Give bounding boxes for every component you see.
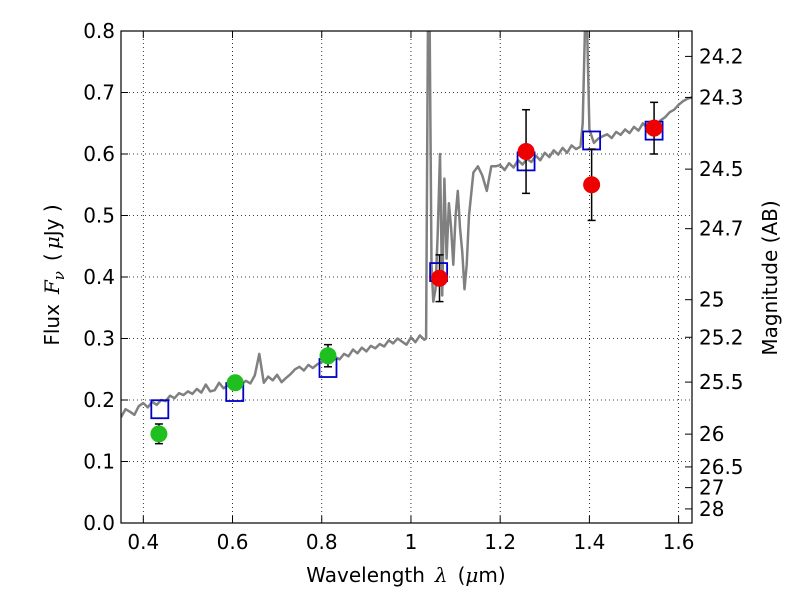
observed-photometry-point (517, 143, 535, 161)
y2-tick-label: 24.5 (699, 157, 744, 181)
x-tick-label: 1.6 (663, 530, 695, 554)
x-tick-label: 1.2 (484, 530, 516, 554)
y2-tick-label: 25.5 (699, 370, 744, 394)
model-photometry-square (150, 399, 170, 420)
observed-photometry-point (645, 119, 663, 137)
y2-axis-label: Magnitude (AB) (758, 200, 782, 355)
y2-tick-label: 25.2 (699, 325, 744, 349)
x-tick-label: 0.6 (217, 530, 249, 554)
x-tick-label: 1.4 (573, 530, 605, 554)
y2-tick-label: 28 (699, 497, 724, 521)
observed-photometry-point (583, 176, 601, 194)
y-tick-label: 0.7 (83, 81, 115, 105)
observed-photometry-point (150, 425, 168, 443)
y-tick-label: 0.5 (83, 204, 115, 228)
y-tick-label: 0.3 (83, 327, 115, 351)
y2-tick-label: 24.2 (699, 44, 744, 68)
x-tick-label: 0.4 (127, 530, 159, 554)
y2-tick-label: 26.5 (699, 455, 744, 479)
y-tick-label: 0.8 (83, 19, 115, 43)
y-tick-label: 0.2 (83, 388, 115, 412)
x-tick-label: 0.8 (306, 530, 338, 554)
x-tick-label: 1 (405, 530, 418, 554)
y-tick-label: 0.6 (83, 142, 115, 166)
y-tick-label: 0.1 (83, 450, 115, 474)
y-tick-label: 0.4 (83, 265, 115, 289)
y2-tick-label: 24.7 (699, 217, 744, 241)
y2-tick-label: 27 (699, 476, 724, 500)
y2-tick-label: 24.3 (699, 85, 744, 109)
observed-photometry-point (226, 374, 244, 392)
y-tick-label: 0.0 (83, 511, 115, 535)
y2-tick-label: 25 (699, 288, 724, 312)
observed-photometry-point (319, 347, 337, 365)
axes: 0.4 0.6 0.8 1 1.2 1.4 1.6 0.0 0.1 0.2 0.3 0.4 0.5 0.6… (83, 19, 743, 554)
plot-area (121, 31, 692, 445)
x-axis-label: Wavelength λ (μm) (306, 563, 505, 587)
y-axis-label: FluxFν(μJy ) (40, 204, 68, 345)
observed-photometry-point (431, 269, 449, 287)
y2-tick-label: 26 (699, 422, 724, 446)
